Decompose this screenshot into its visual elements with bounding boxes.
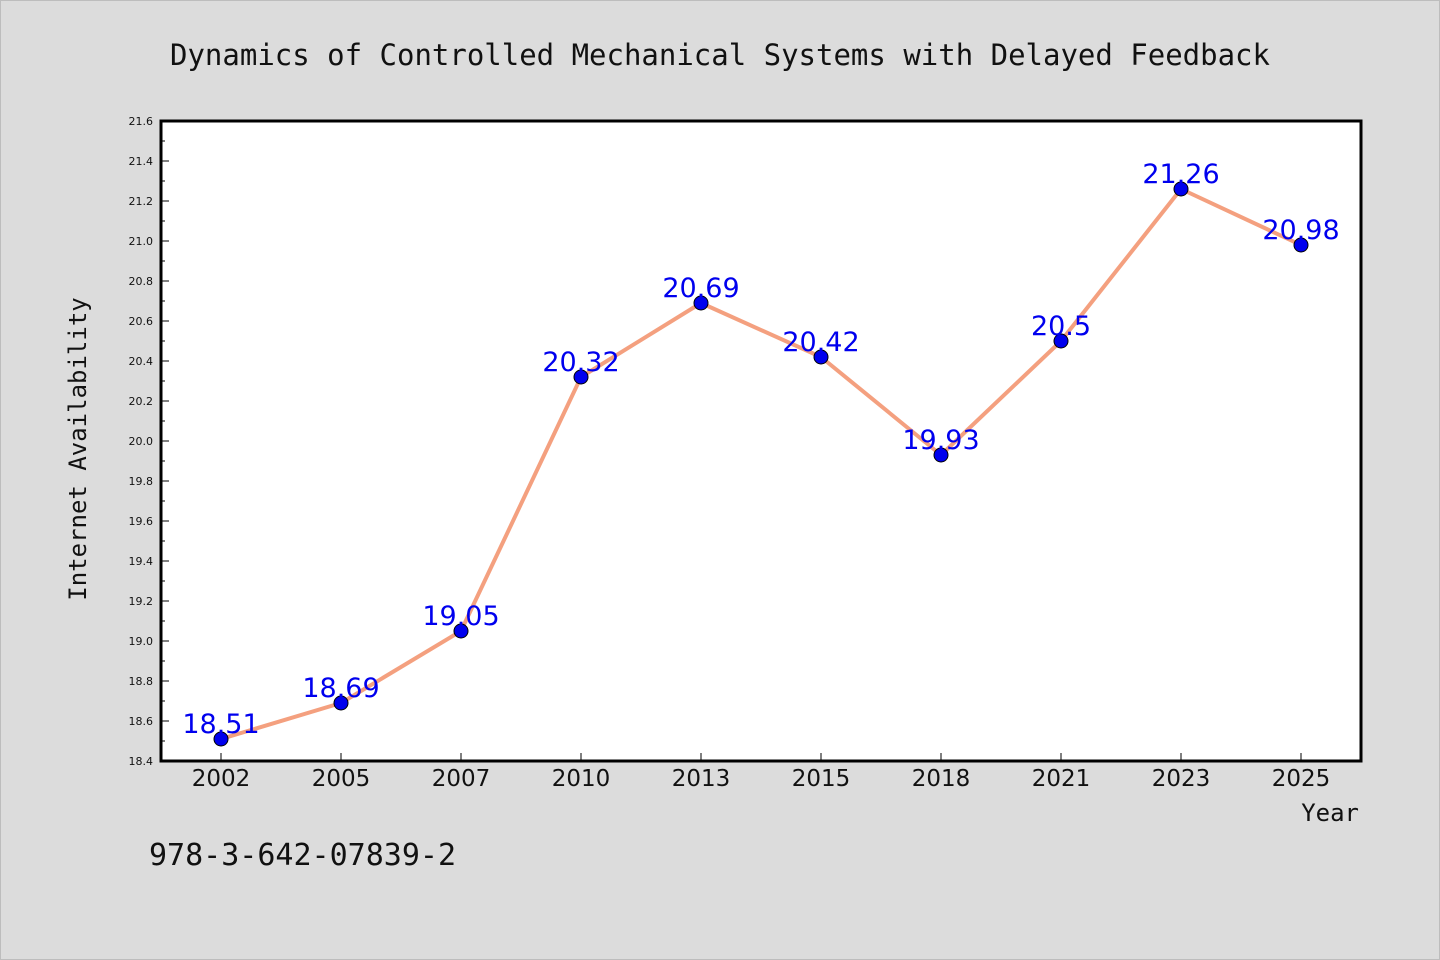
y-tick-label: 19.4 bbox=[129, 555, 154, 568]
x-tick-label: 2005 bbox=[312, 766, 371, 792]
x-axis: 2002 2005 2007 2010 2013 2015 2018 2021 2023 2025 bbox=[192, 753, 1331, 792]
x-tick-label: 2018 bbox=[912, 766, 971, 792]
y-tick-label: 20.6 bbox=[129, 315, 154, 328]
data-label: 20.32 bbox=[542, 347, 619, 378]
y-tick-label: 20.0 bbox=[129, 435, 154, 448]
data-label: 20.5 bbox=[1031, 311, 1091, 342]
isbn-footer: 978-3-642-07839-2 bbox=[149, 838, 456, 873]
data-point bbox=[1053, 333, 1069, 349]
series-layer: 18.51 18.69 19.05 20.32 20.69 20.42 19.93 20.5 2… bbox=[182, 159, 1340, 747]
y-tick-label: 19.6 bbox=[129, 515, 154, 528]
x-tick-label: 2002 bbox=[192, 766, 251, 792]
data-point bbox=[933, 447, 949, 463]
y-tick-label: 21.2 bbox=[129, 195, 154, 208]
y-tick-label: 18.8 bbox=[129, 675, 154, 688]
y-tick-label: 20.4 bbox=[129, 355, 154, 368]
data-point bbox=[693, 295, 709, 311]
x-tick-label: 2007 bbox=[432, 766, 491, 792]
y-tick-label: 21.0 bbox=[129, 235, 154, 248]
data-point bbox=[1173, 181, 1189, 197]
y-tick-label: 21.4 bbox=[129, 155, 154, 168]
data-label: 21.26 bbox=[1142, 159, 1219, 190]
data-label: 20.42 bbox=[782, 327, 859, 358]
data-label: 19.93 bbox=[902, 425, 979, 456]
data-point bbox=[1293, 237, 1309, 253]
data-label: 20.98 bbox=[1262, 215, 1339, 246]
y-tick-label: 19.2 bbox=[129, 595, 154, 608]
y-tick-label: 21.6 bbox=[129, 115, 154, 128]
y-axis-label: Internet Availability bbox=[64, 297, 92, 600]
y-tick-label: 18.4 bbox=[129, 755, 154, 768]
x-tick-label: 2021 bbox=[1032, 766, 1091, 792]
data-point bbox=[333, 695, 349, 711]
x-tick-label: 2013 bbox=[672, 766, 731, 792]
x-tick-label: 2023 bbox=[1152, 766, 1211, 792]
y-tick-label: 19.8 bbox=[129, 475, 154, 488]
y-tick-label: 20.8 bbox=[129, 275, 154, 288]
y-tick-label: 20.2 bbox=[129, 395, 154, 408]
x-tick-label: 2025 bbox=[1272, 766, 1331, 792]
y-tick-label: 19.0 bbox=[129, 635, 154, 648]
y-tick-label: 18.6 bbox=[129, 715, 154, 728]
x-tick-label: 2010 bbox=[552, 766, 611, 792]
data-label: 20.69 bbox=[662, 273, 739, 304]
y-axis: 18.4 18.6 18.8 19.0 19.2 19.4 19.6 19.8 20.0 20.2… bbox=[129, 115, 169, 768]
data-point bbox=[813, 349, 829, 365]
data-label: 19.05 bbox=[422, 601, 499, 632]
plot-area bbox=[159, 119, 1363, 763]
x-axis-label: Year bbox=[1301, 799, 1359, 827]
series-line bbox=[220, 187, 1302, 741]
data-label: 18.51 bbox=[182, 709, 259, 740]
chart-title: Dynamics of Controlled Mechanical System… bbox=[170, 38, 1270, 72]
data-point bbox=[453, 623, 469, 639]
data-point bbox=[573, 369, 589, 385]
x-tick-label: 2015 bbox=[792, 766, 851, 792]
data-label: 18.69 bbox=[302, 673, 379, 704]
data-point bbox=[213, 731, 229, 747]
